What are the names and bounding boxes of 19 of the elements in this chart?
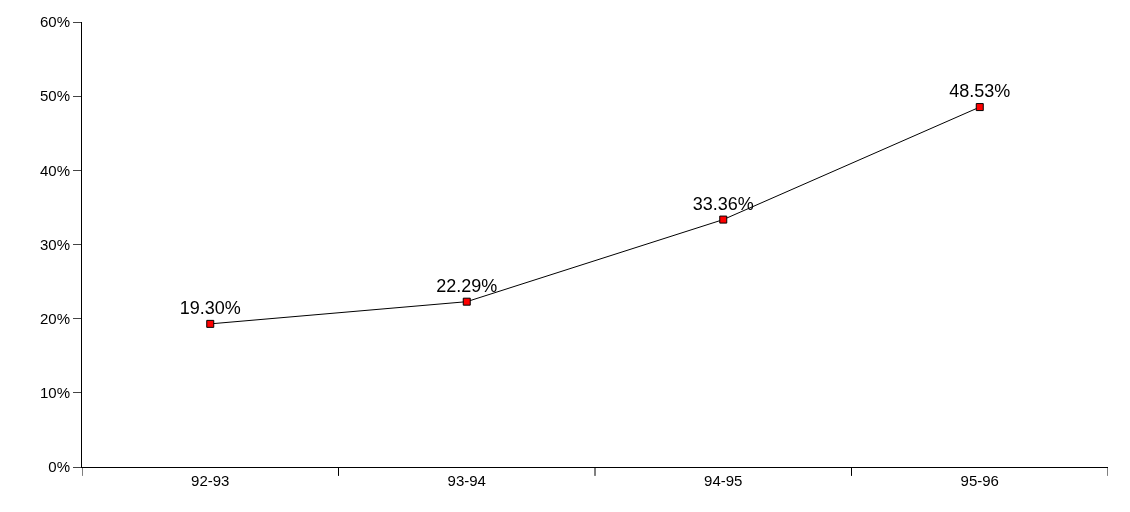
y-tick-label: 40% (39, 161, 70, 179)
x-tick-label: 92-93 (191, 472, 230, 489)
data-label: 22.29% (436, 275, 498, 296)
y-tick-label: 60% (39, 13, 70, 31)
y-tick-label: 30% (39, 235, 70, 253)
x-tick-label: 93-94 (447, 472, 486, 489)
point (206, 319, 215, 328)
y-tick-label: 20% (39, 309, 70, 327)
y-tick-label: 0% (48, 458, 70, 476)
x-tick-label: 94-95 (704, 472, 743, 489)
y-tick-label: 50% (39, 87, 70, 105)
point (975, 103, 984, 112)
point (462, 297, 471, 306)
data-label: 19.30% (179, 297, 241, 318)
data-label: 33.36% (692, 193, 754, 214)
y-tick-label: 10% (39, 384, 70, 402)
x-tick-label: 95-96 (960, 472, 999, 489)
point (719, 215, 728, 224)
data-label: 48.53% (949, 81, 1011, 102)
